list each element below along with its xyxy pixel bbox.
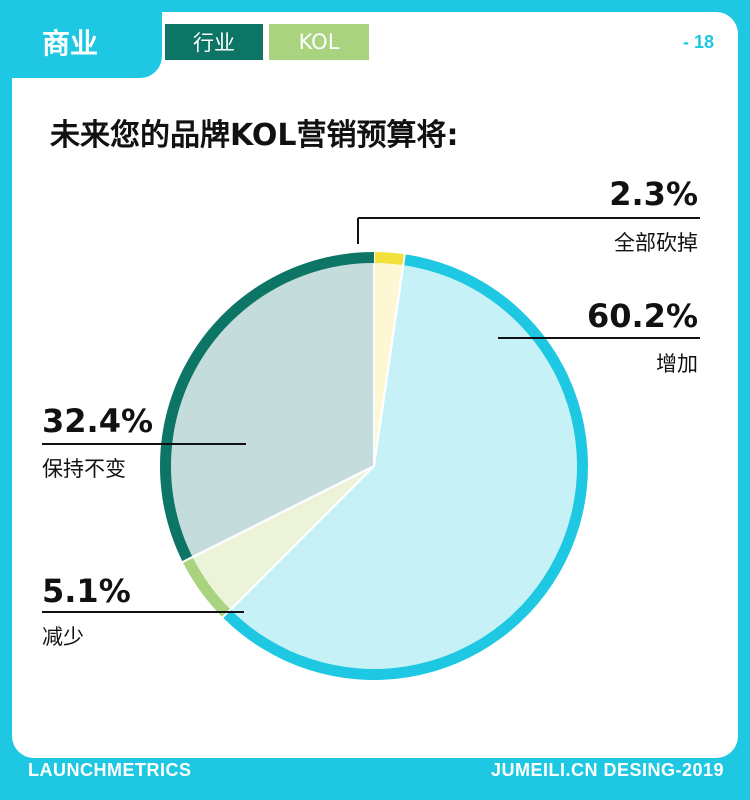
tab-commerce-label: 商业 — [42, 27, 99, 60]
tab-industry[interactable]: 行业 — [165, 24, 263, 60]
slice-2-separator — [221, 465, 375, 619]
footer-credit: JUMEILI.CN DESING-2019 — [490, 760, 724, 780]
slice-3-category-label: 保持不变 — [42, 457, 126, 481]
footer-source: LAUNCHMETRICS — [28, 760, 192, 780]
slice-3-border — [160, 252, 374, 562]
slice-2-category-label: 减少 — [42, 625, 84, 649]
slice-0-percent-label: 2.3% — [609, 175, 698, 213]
slice-1-separator — [373, 254, 406, 467]
slice-1-border — [222, 254, 589, 680]
slice-1-category-label: 增加 — [656, 352, 698, 376]
chart-title: 未来您的品牌KOL营销预算将: — [50, 118, 459, 153]
slice-1-percent-label: 60.2% — [587, 297, 698, 335]
slice-2-percent-label: 5.1% — [42, 572, 131, 610]
slice-0-category-label: 全部砍掉 — [614, 231, 698, 255]
slice-3-separator — [182, 465, 375, 563]
page-number: - 18 — [682, 32, 714, 52]
slice-2-border — [182, 557, 231, 618]
tab-commerce[interactable]: 商业 — [12, 12, 162, 78]
tab-kol[interactable]: KOL — [269, 24, 369, 60]
slice-3-percent-label: 32.4% — [42, 402, 153, 440]
slice-0-border — [374, 252, 405, 266]
